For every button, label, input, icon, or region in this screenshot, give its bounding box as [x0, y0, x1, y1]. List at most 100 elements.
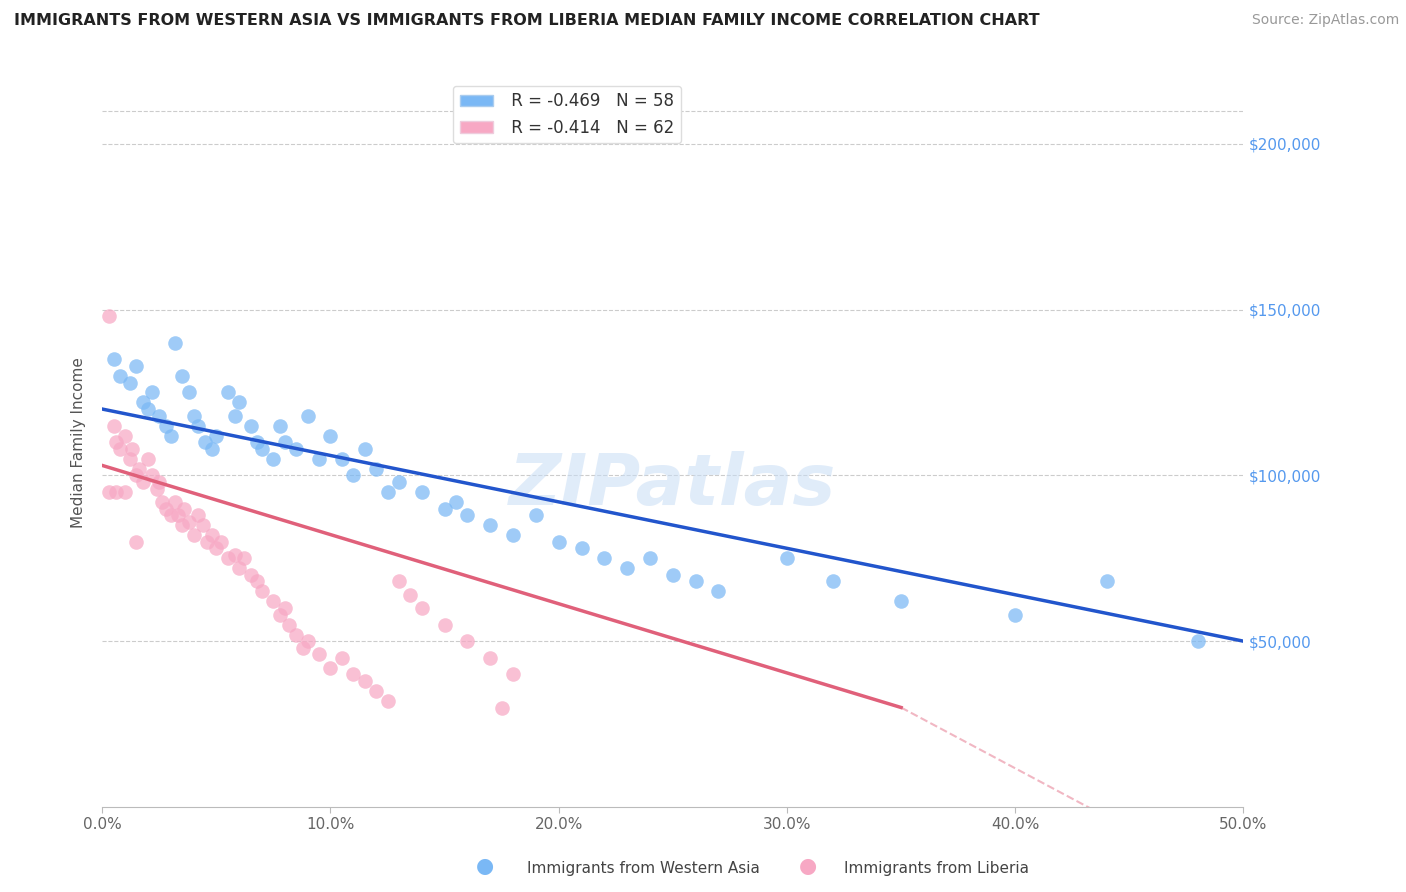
Point	[98, 309, 121, 323]
Point	[201, 528, 224, 542]
Point	[444, 495, 467, 509]
Point	[319, 661, 342, 675]
Point	[165, 495, 187, 509]
Point	[433, 501, 456, 516]
Point	[183, 528, 205, 542]
Point	[1095, 574, 1118, 589]
Point	[103, 418, 125, 433]
Point	[399, 588, 422, 602]
Point	[125, 534, 148, 549]
Point	[246, 435, 269, 450]
Point	[297, 634, 319, 648]
Point	[146, 482, 169, 496]
Point	[118, 376, 141, 390]
Point	[128, 461, 150, 475]
Point	[141, 385, 163, 400]
Text: Source: ZipAtlas.com: Source: ZipAtlas.com	[1251, 13, 1399, 28]
Point	[239, 418, 262, 433]
Point	[274, 435, 297, 450]
Point	[366, 684, 388, 698]
Point	[292, 640, 315, 655]
Point	[353, 442, 375, 456]
Text: Immigrants from Western Asia: Immigrants from Western Asia	[527, 861, 761, 876]
Point	[685, 574, 707, 589]
Point	[1187, 634, 1209, 648]
Point	[330, 451, 353, 466]
Point	[110, 442, 132, 456]
Point	[456, 634, 478, 648]
Point	[269, 607, 291, 622]
Point	[776, 551, 799, 566]
Point	[285, 627, 308, 641]
Point	[377, 485, 399, 500]
Point	[132, 395, 155, 409]
Point	[165, 335, 187, 350]
Point	[593, 551, 616, 566]
Point	[136, 402, 159, 417]
Point	[205, 428, 228, 442]
Point	[366, 461, 388, 475]
Point	[136, 451, 159, 466]
Point	[250, 584, 273, 599]
Point	[232, 551, 254, 566]
Point	[285, 442, 308, 456]
Point	[173, 501, 195, 516]
Point	[194, 435, 217, 450]
Point	[502, 528, 524, 542]
Point	[125, 359, 148, 373]
Point	[1004, 607, 1026, 622]
Point	[491, 700, 513, 714]
Point	[155, 418, 177, 433]
Point	[330, 650, 353, 665]
Point	[239, 567, 262, 582]
Point	[571, 541, 593, 556]
Point	[707, 584, 730, 599]
Point	[411, 485, 433, 500]
Point	[890, 594, 912, 608]
Point	[172, 368, 194, 383]
Point	[159, 508, 181, 523]
Point	[377, 694, 399, 708]
Point	[308, 451, 330, 466]
Point	[297, 409, 319, 423]
Point	[121, 442, 143, 456]
Point	[388, 475, 411, 489]
Point	[172, 518, 194, 533]
Point	[269, 418, 291, 433]
Point	[187, 418, 209, 433]
Point	[150, 495, 173, 509]
Point	[155, 501, 177, 516]
Point	[104, 435, 127, 450]
Point	[159, 428, 181, 442]
Text: ZIPatlas: ZIPatlas	[509, 451, 837, 521]
Point	[125, 468, 148, 483]
Point	[177, 515, 200, 529]
Point	[224, 548, 246, 562]
Point	[433, 617, 456, 632]
Point	[479, 650, 502, 665]
Point	[502, 667, 524, 681]
Point	[114, 428, 136, 442]
Point	[616, 561, 638, 575]
Point	[118, 451, 141, 466]
Point	[177, 385, 200, 400]
Point	[342, 468, 364, 483]
Point	[141, 468, 163, 483]
Legend:  R = -0.469   N = 58,  R = -0.414   N = 62: R = -0.469 N = 58, R = -0.414 N = 62	[453, 86, 681, 144]
Point	[209, 534, 232, 549]
Point	[191, 518, 214, 533]
Point	[217, 551, 239, 566]
Point	[821, 574, 844, 589]
Text: ●: ●	[800, 856, 817, 876]
Point	[246, 574, 269, 589]
Point	[148, 409, 170, 423]
Point	[319, 428, 342, 442]
Point	[166, 508, 188, 523]
Point	[104, 485, 127, 500]
Point	[201, 442, 224, 456]
Point	[103, 352, 125, 367]
Point	[547, 534, 569, 549]
Point	[524, 508, 547, 523]
Point	[114, 485, 136, 500]
Text: Immigrants from Liberia: Immigrants from Liberia	[844, 861, 1029, 876]
